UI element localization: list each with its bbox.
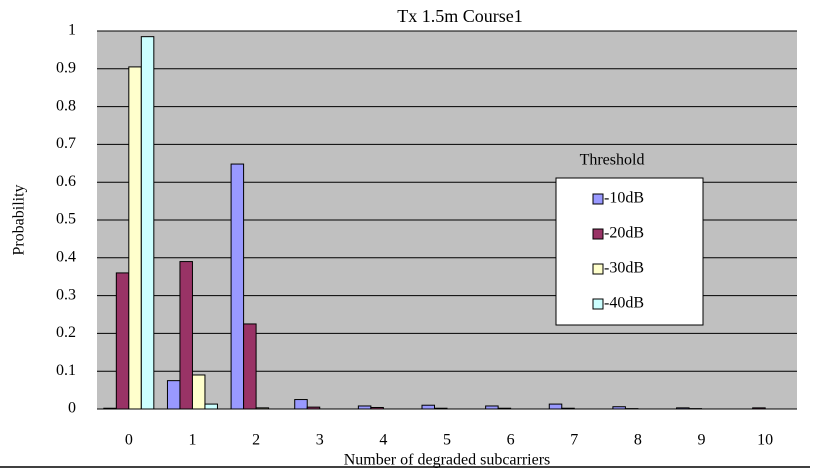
- bar: [166, 380, 181, 410]
- y-tick-label: 0.8: [56, 97, 76, 114]
- legend-swatch: [592, 228, 604, 240]
- bar: [485, 405, 499, 410]
- bar: [497, 407, 512, 410]
- y-axis-label: Probability: [11, 184, 28, 255]
- y-tick-label: 0.3: [56, 286, 76, 303]
- bar: [370, 406, 384, 410]
- y-tick-label: 0.1: [56, 362, 76, 379]
- bar: [612, 406, 626, 410]
- bar: [434, 407, 448, 410]
- chart-title: Tx 1.5m Course1: [397, 6, 523, 26]
- x-tick-label: 7: [570, 432, 578, 449]
- x-tick-label: 1: [188, 432, 196, 449]
- y-tick-label: 0.4: [56, 248, 76, 265]
- legend-label: -40dB: [604, 295, 644, 312]
- y-tick-label: 0.2: [56, 324, 76, 341]
- bar: [255, 407, 270, 410]
- bar: [140, 36, 155, 410]
- y-tick-label: 0.6: [56, 173, 76, 190]
- x-tick-label: 10: [757, 432, 773, 449]
- bar: [191, 374, 206, 410]
- x-tick-label: 2: [252, 432, 260, 449]
- legend-label: -10dB: [604, 190, 644, 207]
- bar: [230, 163, 245, 410]
- bar: [115, 272, 130, 410]
- x-axis-label: Number of degraded subcarriers: [344, 452, 551, 469]
- bar: [204, 403, 218, 410]
- legend-label: -30dB: [604, 260, 644, 277]
- y-tick-label: 1: [68, 22, 76, 39]
- y-tick-label: 0: [68, 400, 76, 417]
- x-tick-label: 4: [379, 432, 387, 449]
- bar: [243, 323, 257, 410]
- bar: [294, 399, 308, 410]
- bar: [103, 407, 117, 410]
- bar: [306, 406, 321, 410]
- x-tick-label: 9: [698, 432, 706, 449]
- legend-swatch: [592, 263, 604, 275]
- legend-swatch: [592, 193, 604, 205]
- x-tick-label: 5: [443, 432, 451, 449]
- bar: [561, 407, 575, 410]
- bar: [179, 261, 193, 410]
- bar: [128, 66, 142, 410]
- y-tick-label: 0.5: [56, 211, 76, 228]
- legend-label: -20dB: [604, 225, 644, 242]
- x-tick-label: 3: [316, 432, 324, 449]
- y-tick-label: 0.7: [56, 135, 76, 152]
- x-tick-label: 8: [634, 432, 642, 449]
- bar: [752, 407, 766, 410]
- y-tick-label: 0.9: [56, 59, 76, 76]
- legend-box: [555, 177, 704, 326]
- bar: [548, 403, 563, 410]
- x-tick-label: 6: [507, 432, 515, 449]
- bar: [421, 404, 435, 410]
- legend-title: Threshold: [580, 152, 645, 169]
- bar: [357, 405, 372, 410]
- bar: [676, 407, 690, 410]
- x-tick-label: 0: [125, 432, 133, 449]
- legend-swatch: [592, 298, 604, 310]
